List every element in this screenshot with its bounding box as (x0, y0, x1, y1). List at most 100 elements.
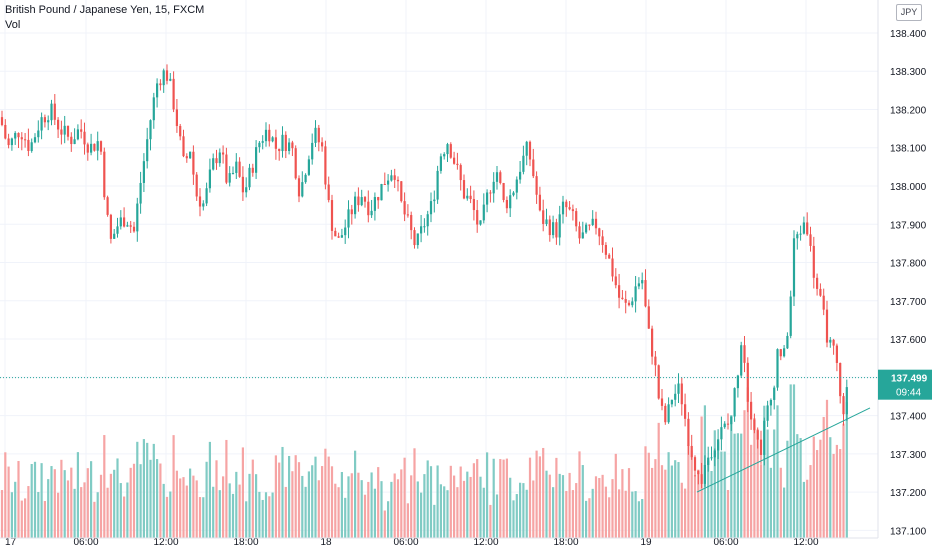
overlays (0, 377, 878, 493)
volume-bar (0, 490, 4, 538)
time-tick-label: 06:00 (393, 537, 418, 548)
volume-bar (7, 466, 10, 538)
volume-bar (449, 465, 452, 538)
volume-bar (268, 496, 271, 538)
candle-body (406, 214, 409, 216)
volume-bar (680, 482, 683, 538)
volume-bar (581, 465, 584, 538)
candle-body (446, 144, 449, 155)
volume-bar (753, 418, 756, 538)
volume-bar (317, 480, 320, 538)
volume-bar (710, 470, 713, 538)
candle-body (561, 201, 565, 215)
volume-bar (726, 490, 730, 538)
volume-bar (212, 486, 215, 538)
candle-body (783, 348, 786, 357)
candle-body (822, 295, 825, 310)
volume-bar (763, 405, 766, 538)
candle-body (472, 199, 475, 211)
volume-bar (179, 478, 182, 538)
volume-bar (116, 458, 119, 538)
volume-bar (251, 459, 254, 538)
volume-bar (651, 467, 654, 538)
candle-body (106, 197, 109, 215)
candle-body (324, 146, 327, 185)
time-axis[interactable]: 17 06:00 12:00 18:00 18 06:00 12:00 18:00 19 06:0… (0, 537, 878, 548)
volume-bar (24, 498, 27, 538)
candle-body (198, 196, 202, 207)
candle-body (611, 258, 614, 277)
volume-bar (357, 472, 360, 538)
volume-bar (664, 469, 667, 538)
volume-bar (198, 497, 202, 538)
candle-body (284, 134, 287, 152)
volume-bar (225, 439, 228, 538)
candle-body (717, 439, 720, 451)
volume-bar (33, 461, 37, 538)
volume-bar (436, 465, 439, 538)
volume-bar (835, 444, 838, 538)
currency-button[interactable]: JPY (896, 4, 922, 21)
volume-bar (548, 474, 551, 538)
candle-body (750, 401, 753, 420)
volume-bar (462, 480, 466, 538)
volume-bar (123, 496, 126, 538)
volume-bar (515, 494, 518, 538)
candle-body (627, 302, 631, 306)
candle-body (489, 192, 492, 194)
candle-body (7, 138, 10, 146)
volume-bar (406, 503, 409, 538)
candle-body (327, 184, 330, 201)
candle-body (845, 387, 848, 415)
price-tick-label: 138.000 (890, 182, 927, 193)
candle-body (83, 131, 86, 145)
candle-body (670, 399, 673, 405)
volume-bar (327, 456, 330, 538)
candle-body (581, 232, 584, 239)
volume-bar (641, 499, 644, 538)
volume-bar (258, 491, 261, 538)
volume-bar (238, 484, 241, 538)
candle-body (377, 197, 380, 201)
candle-body (492, 181, 495, 194)
volume-bar (819, 439, 822, 538)
volume-bar (146, 442, 149, 538)
candle-body (238, 161, 241, 177)
time-tick-label: 19 (640, 537, 652, 548)
candle-body (202, 203, 205, 207)
countdown-label: 09:44 (896, 388, 921, 399)
candle-body (835, 345, 838, 363)
candle-body (684, 404, 687, 419)
volume-bar (354, 450, 357, 538)
volume-bar (307, 471, 310, 538)
candle-body (469, 195, 472, 200)
candle-body (519, 171, 522, 180)
price-axis[interactable]: 137.100137.200137.300137.400137.500137.6… (877, 0, 932, 538)
candle-body (136, 203, 139, 232)
volume-bar (57, 492, 60, 538)
candle-body (690, 445, 693, 458)
candle-body (667, 404, 670, 423)
volume-bar (27, 486, 30, 538)
volume-bar (766, 429, 769, 538)
candle-body (60, 129, 63, 135)
candle-body (96, 141, 99, 151)
volume-bar (552, 487, 555, 538)
candle-body (47, 120, 50, 123)
volume-bar (657, 422, 660, 538)
candle-body (24, 139, 27, 141)
candle-body (149, 120, 152, 140)
volume-bar (588, 498, 591, 538)
volume-bar (410, 475, 413, 538)
candle-body (390, 175, 393, 181)
candle-body (185, 156, 188, 159)
time-tick-label: 12:00 (793, 537, 818, 548)
candle-body (753, 419, 756, 431)
volume-bar (274, 455, 277, 538)
candle-body (713, 450, 716, 458)
candle-body (426, 214, 429, 227)
volume-bar (591, 488, 594, 538)
candle-body (505, 199, 508, 209)
